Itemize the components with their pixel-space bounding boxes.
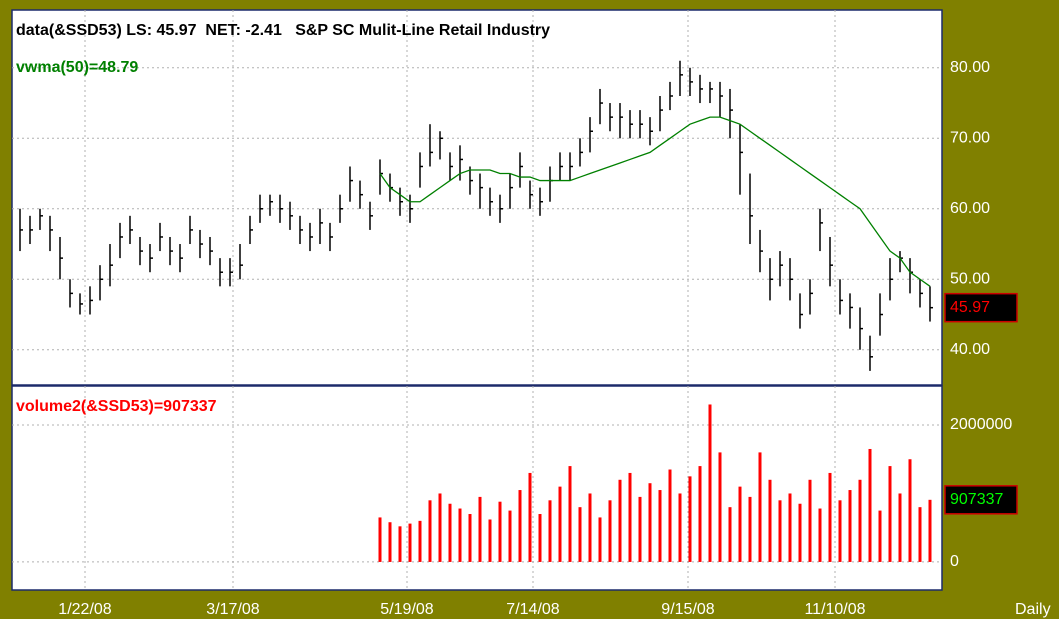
volume-bar <box>408 523 412 562</box>
volume-bar <box>528 472 532 562</box>
volume-bar <box>648 483 652 562</box>
volume-bar <box>828 472 832 562</box>
frequency-label: Daily <box>1015 601 1051 618</box>
volume-bar <box>558 486 562 562</box>
volume-bar <box>378 517 382 562</box>
volume-bar <box>508 510 512 562</box>
volume-bar <box>548 500 552 562</box>
last-value-label: 45.97 <box>950 299 990 316</box>
volume-panel <box>11 385 943 591</box>
volume-bar <box>608 500 612 562</box>
x-tick-label: 7/14/08 <box>506 601 559 618</box>
volume-bar <box>698 466 702 562</box>
volume-bar <box>898 493 902 562</box>
volume-bar <box>578 507 582 562</box>
volume-bar <box>588 493 592 562</box>
price-panel <box>11 9 943 386</box>
volume-bar <box>448 503 452 562</box>
volume-bar <box>868 448 872 562</box>
y-tick-label: 40.00 <box>950 341 990 358</box>
volume-bar <box>668 469 672 562</box>
volume-bar <box>488 519 492 562</box>
volume-bar <box>628 472 632 562</box>
volume-bar <box>858 479 862 562</box>
indicator-label: vwma(50)=48.79 <box>16 59 138 76</box>
volume-bar <box>688 476 692 562</box>
volume-bar <box>708 404 712 562</box>
volume-bar <box>838 500 842 562</box>
volume-bar <box>388 522 392 562</box>
volume-bar <box>908 459 912 562</box>
volume-bar <box>398 526 402 562</box>
y-tick-label: 50.00 <box>950 270 990 287</box>
volume-bar <box>798 503 802 562</box>
last-value-label: 907337 <box>950 491 1003 508</box>
volume-bar <box>758 452 762 562</box>
volume-bar <box>928 499 932 562</box>
volume-bar <box>438 493 442 562</box>
y-tick-label: 2000000 <box>950 416 1012 433</box>
volume-bar <box>678 493 682 562</box>
volume-bar <box>728 507 732 562</box>
x-tick-label: 11/10/08 <box>804 601 865 618</box>
volume-label: volume2(&SSD53)=907337 <box>16 398 217 415</box>
vwma-line <box>379 116 931 287</box>
volume-bar <box>848 490 852 562</box>
volume-bar <box>748 496 752 562</box>
volume-bar <box>458 508 462 562</box>
volume-bar <box>638 496 642 562</box>
volume-bar <box>788 493 792 562</box>
volume-bar <box>888 466 892 562</box>
volume-bar <box>598 517 602 562</box>
last-value-box <box>944 485 1018 515</box>
volume-bar <box>538 514 542 562</box>
volume-bar <box>518 490 522 562</box>
volume-bar <box>468 514 472 562</box>
volume-bar <box>568 466 572 562</box>
y-tick-label: 80.00 <box>950 59 990 76</box>
volume-bar <box>658 490 662 562</box>
volume-bar <box>618 479 622 562</box>
volume-bar <box>738 486 742 562</box>
volume-bar <box>418 520 422 562</box>
y-tick-label: 0 <box>950 553 959 570</box>
volume-bar <box>428 500 432 562</box>
volume-bar <box>878 510 882 562</box>
x-tick-label: 1/22/08 <box>58 601 111 618</box>
x-tick-label: 5/19/08 <box>380 601 433 618</box>
chart-title: data(&SSD53) LS: 45.97 NET: -2.41 S&P SC… <box>16 22 550 39</box>
volume-bar <box>498 501 502 562</box>
volume-bar <box>718 452 722 562</box>
x-tick-label: 3/17/08 <box>206 601 259 618</box>
y-tick-label: 70.00 <box>950 130 990 147</box>
volume-bar <box>818 508 822 562</box>
last-value-box <box>944 292 1018 323</box>
x-tick-label: 9/15/08 <box>661 601 714 618</box>
volume-bar <box>918 507 922 562</box>
volume-bar <box>778 500 782 562</box>
volume-bar <box>808 479 812 562</box>
volume-bar <box>478 496 482 562</box>
volume-bar <box>768 479 772 562</box>
y-tick-label: 60.00 <box>950 200 990 217</box>
